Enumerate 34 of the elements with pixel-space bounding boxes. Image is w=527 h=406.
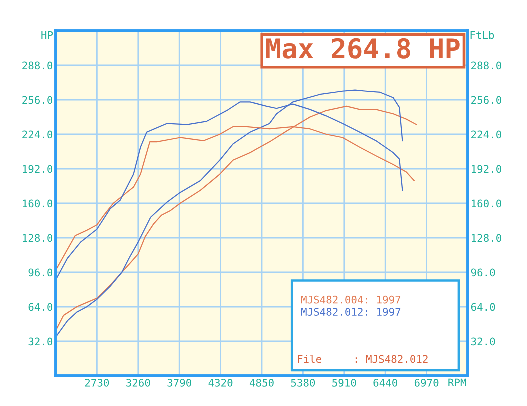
text: MJS482.012: 1997	[301, 308, 401, 316]
y2-tick-label: 160.0	[472, 200, 502, 208]
x-tick-label: 6440	[374, 379, 398, 387]
text: MJS482.004: 1997	[301, 296, 401, 304]
x-tick-label: 3790	[168, 379, 192, 387]
x-tick-label: 2730	[85, 379, 110, 387]
y-axis-title: HP	[42, 31, 54, 40]
y2-tick-label: 64.0	[471, 303, 496, 312]
y2-tick-label: 256.0	[472, 96, 502, 104]
y-tick-label: 96.0	[28, 268, 53, 277]
y-tick-label: 256.0	[22, 96, 53, 104]
y-tick-label: 224.0	[22, 130, 53, 139]
x-tick-label: 6970	[414, 379, 439, 387]
y-tick-label: 128.0	[23, 234, 53, 242]
y-tick-label: 64.0	[28, 303, 53, 312]
y2-tick-label: 224.0	[472, 130, 502, 139]
y-tick-label: 288.0	[22, 62, 53, 70]
x-tick-label: 5910	[332, 379, 356, 387]
y2-tick-label: 288.0	[472, 62, 502, 70]
y-tick-label: 160.0	[23, 200, 53, 208]
y2-tick-label: 96.0	[471, 268, 496, 277]
y2-tick-label: 192.0	[472, 165, 502, 174]
x-tick-label: 3260	[126, 379, 150, 387]
x-axis-title: RPM	[448, 378, 466, 386]
y2-tick-label: 32.0	[471, 338, 496, 346]
y2-axis-title: FtLb	[470, 31, 494, 40]
y2-tick-label: 128.0	[472, 234, 502, 242]
x-tick-label: 4320	[208, 379, 233, 387]
annotation: File : MJS482.012	[298, 355, 428, 364]
x-tick-label: 4850	[250, 379, 274, 387]
x-tick-label: 5380	[291, 379, 316, 387]
y-tick-label: 32.0	[28, 338, 53, 346]
y-tick-label: 192.0	[23, 165, 53, 174]
annotation: Max 264.8 HP	[266, 38, 460, 59]
